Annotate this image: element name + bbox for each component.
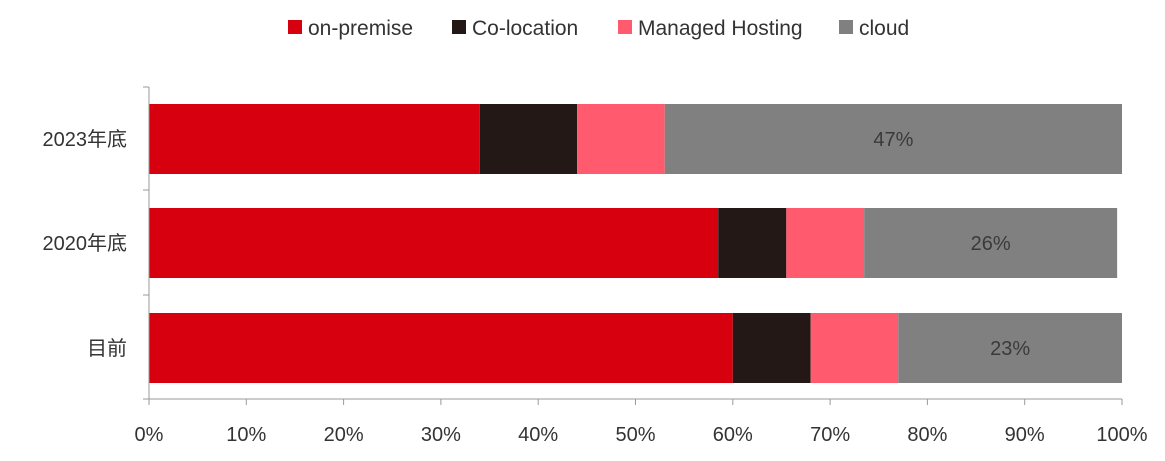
legend-label-on-premise: on-premise: [308, 17, 413, 40]
bar-managed-hosting-2: [810, 313, 899, 383]
x-tick-label-7: 70%: [810, 424, 850, 446]
x-tick-label-4: 40%: [518, 424, 558, 446]
legend-label-managed-hosting: Managed Hosting: [638, 17, 803, 40]
x-tick-label-3: 30%: [421, 424, 461, 446]
legend-label-cloud: cloud: [859, 17, 909, 40]
legend-swatch-co-location: [452, 20, 466, 34]
legend-swatch-managed-hosting: [618, 20, 632, 34]
data-label-cloud-0: 47%: [873, 129, 913, 151]
axes: [143, 86, 1123, 405]
legend: on-premise Co-location Managed Hosting clou…: [288, 17, 909, 40]
x-tick-label-8: 80%: [907, 424, 947, 446]
x-tick-label-2: 20%: [324, 424, 364, 446]
category-label-2: 目前: [87, 337, 127, 360]
bar-cloud-2: [898, 313, 1122, 383]
bar-on-premise-1: [149, 208, 719, 278]
bar-co-location-1: [718, 208, 787, 278]
bar-managed-hosting-0: [577, 104, 665, 174]
bars: [149, 104, 1122, 383]
legend-swatch-cloud: [839, 20, 853, 34]
x-tick-label-6: 60%: [713, 424, 753, 446]
bar-co-location-2: [732, 313, 811, 383]
bar-co-location-0: [479, 104, 578, 174]
x-tick-label-5: 50%: [615, 424, 655, 446]
x-tick-label-9: 90%: [1005, 424, 1045, 446]
legend-label-co-location: Co-location: [472, 17, 578, 40]
bar-cloud-1: [864, 208, 1118, 278]
bar-managed-hosting-1: [786, 208, 865, 278]
labels: 0% 10% 20% 30% 40% 50% 60% 70% 80% 90% 100% 2023年底 2…: [43, 128, 1148, 446]
data-label-cloud-2: 23%: [990, 338, 1030, 360]
data-label-cloud-1: 26%: [971, 233, 1011, 255]
bar-on-premise-0: [149, 104, 480, 174]
x-tick-label-0: 0%: [135, 424, 164, 446]
bar-on-premise-2: [149, 313, 733, 383]
bar-cloud-0: [664, 104, 1122, 174]
x-tick-label-10: 100%: [1096, 424, 1147, 446]
category-label-0: 2023年底: [43, 128, 128, 151]
legend-swatch-on-premise: [288, 20, 302, 34]
category-label-1: 2020年底: [43, 232, 128, 255]
x-tick-label-1: 10%: [226, 424, 266, 446]
